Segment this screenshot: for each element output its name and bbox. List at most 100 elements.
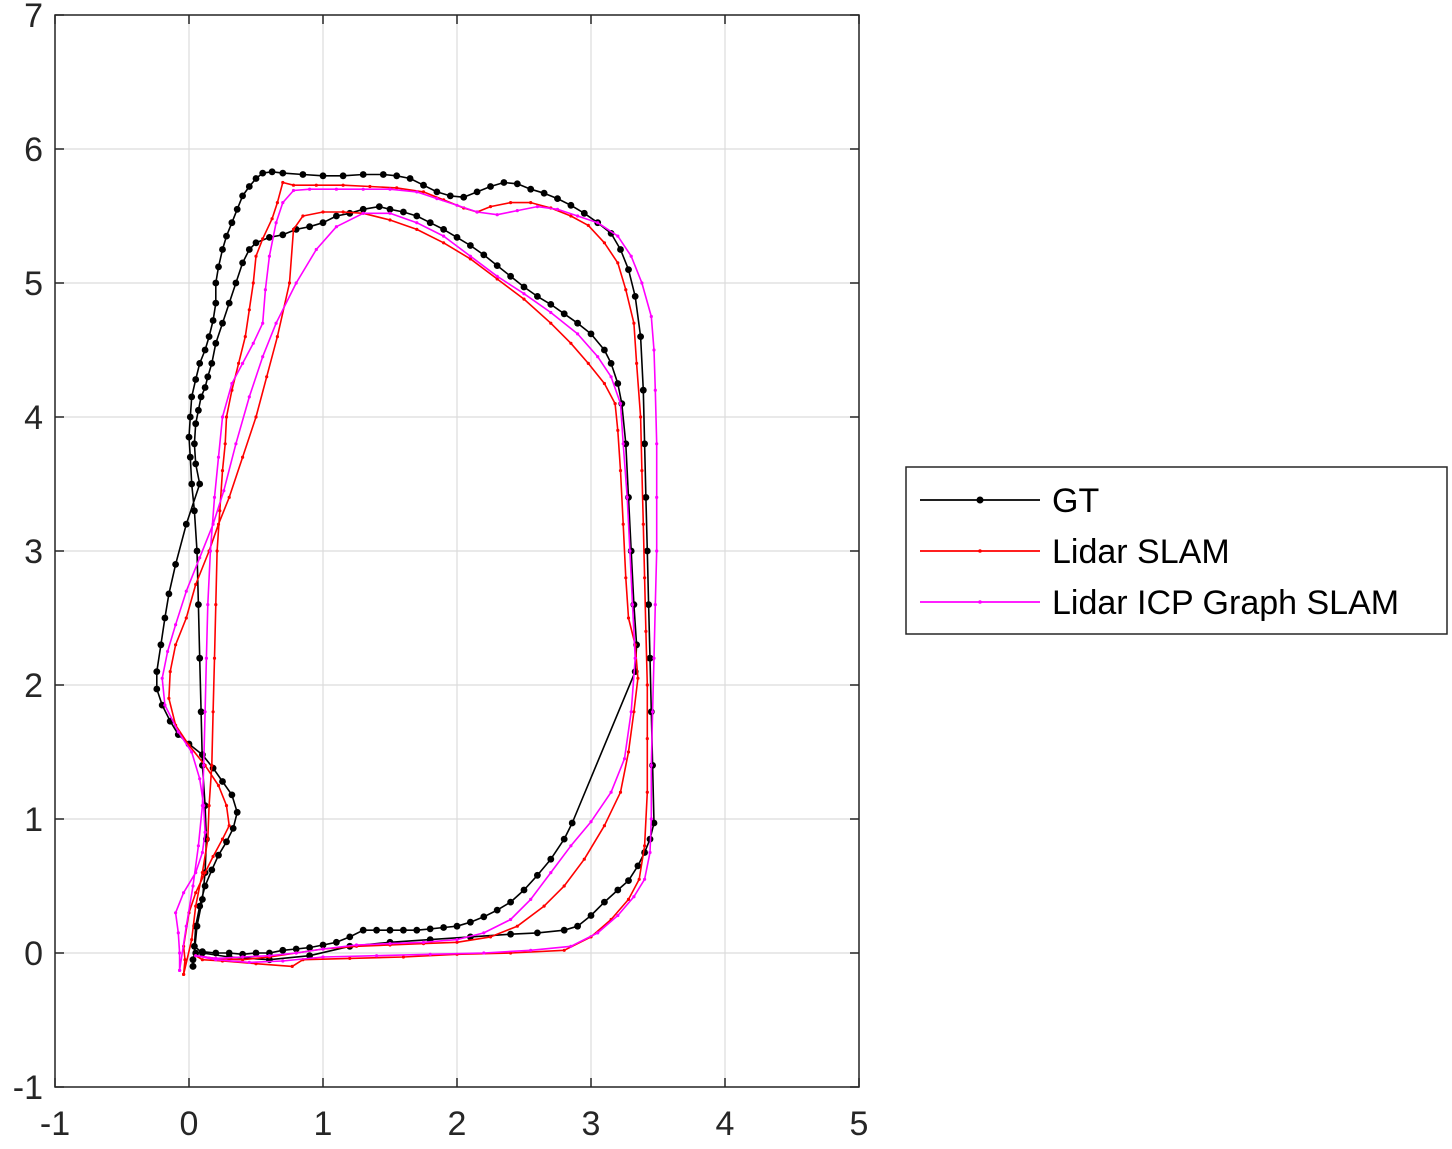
data-point <box>587 912 595 919</box>
data-point <box>420 181 427 189</box>
axis-ticks <box>54 14 860 1088</box>
data-point <box>201 346 209 354</box>
data-point <box>247 395 251 399</box>
data-point <box>291 188 296 193</box>
data-point <box>643 877 647 881</box>
data-point <box>435 197 439 201</box>
data-point <box>616 234 620 238</box>
data-point <box>513 180 521 188</box>
data-point <box>589 820 593 824</box>
data-point <box>222 489 226 493</box>
data-point <box>651 710 655 714</box>
data-point <box>314 247 318 252</box>
data-point <box>195 406 202 414</box>
data-point <box>495 274 499 278</box>
data-point <box>388 187 392 191</box>
data-point <box>339 172 347 180</box>
data-point <box>220 415 225 419</box>
data-point <box>607 360 615 367</box>
data-point <box>321 955 325 959</box>
data-point <box>652 656 656 660</box>
data-point <box>493 906 501 914</box>
y-tick-label: -1 <box>13 1069 43 1107</box>
y-tick-label: 7 <box>24 0 43 35</box>
data-point <box>220 469 225 473</box>
data-point <box>400 926 407 934</box>
data-point <box>267 954 271 958</box>
legend-label-lidar-icp-graph-slam: Lidar ICP Graph SLAM <box>1052 584 1399 622</box>
data-point <box>211 522 215 526</box>
data-point <box>596 355 600 359</box>
data-point <box>308 187 312 191</box>
data-point <box>224 415 229 419</box>
data-point <box>223 232 230 240</box>
data-point <box>216 522 221 526</box>
y-tick-labels: -1 0 1 2 3 4 5 6 7 <box>13 0 43 1107</box>
data-point <box>197 393 205 401</box>
data-point <box>200 958 204 962</box>
data-point <box>199 896 206 903</box>
data-point <box>194 954 198 958</box>
data-point <box>166 649 170 654</box>
series-group <box>153 168 659 977</box>
data-point <box>655 442 659 446</box>
data-point <box>644 629 648 634</box>
data-point <box>495 213 499 217</box>
data-point <box>203 830 207 835</box>
data-point <box>624 288 628 292</box>
data-point <box>568 819 576 827</box>
data-point <box>333 212 340 220</box>
data-point <box>626 750 631 754</box>
y-tick-label: 6 <box>24 131 43 169</box>
data-point <box>167 696 171 701</box>
data-point <box>261 355 265 359</box>
data-point <box>640 281 644 285</box>
data-point <box>602 241 607 245</box>
data-point <box>442 234 446 238</box>
data-point <box>637 333 644 340</box>
data-point <box>388 218 392 222</box>
data-point <box>609 790 613 794</box>
data-point <box>653 388 657 392</box>
data-point <box>251 341 255 345</box>
data-point <box>361 187 365 191</box>
data-point <box>184 589 188 593</box>
data-point <box>194 891 198 895</box>
legend-marker-lidar-slam <box>978 549 982 553</box>
data-point <box>198 777 202 781</box>
data-point <box>453 234 461 241</box>
data-point <box>261 237 265 241</box>
data-point <box>208 549 212 553</box>
data-point <box>415 221 419 225</box>
data-point <box>542 904 546 908</box>
data-point <box>241 455 245 459</box>
data-point <box>618 402 623 406</box>
data-point <box>197 708 205 716</box>
data-point <box>319 219 327 227</box>
data-point <box>174 911 178 915</box>
data-point <box>645 683 649 687</box>
data-point <box>446 192 454 200</box>
data-point <box>306 223 313 231</box>
data-point <box>200 850 204 855</box>
data-point <box>421 190 426 194</box>
data-point <box>482 951 486 955</box>
series-lidar-icp-graph-slam <box>160 187 659 973</box>
x-tick-label: 1 <box>314 1105 333 1143</box>
data-point <box>480 913 488 921</box>
data-point <box>182 972 186 977</box>
data-point <box>388 942 392 946</box>
data-point <box>534 929 541 937</box>
data-point <box>386 205 394 213</box>
data-point <box>215 851 222 859</box>
data-point <box>196 480 204 488</box>
data-point <box>230 381 234 386</box>
data-point <box>655 549 659 553</box>
data-point <box>455 938 459 942</box>
data-point <box>174 643 178 647</box>
data-point <box>207 804 211 808</box>
y-tick-label: 5 <box>24 265 43 303</box>
data-point <box>586 223 590 227</box>
data-point <box>189 956 197 964</box>
data-point <box>560 835 568 843</box>
